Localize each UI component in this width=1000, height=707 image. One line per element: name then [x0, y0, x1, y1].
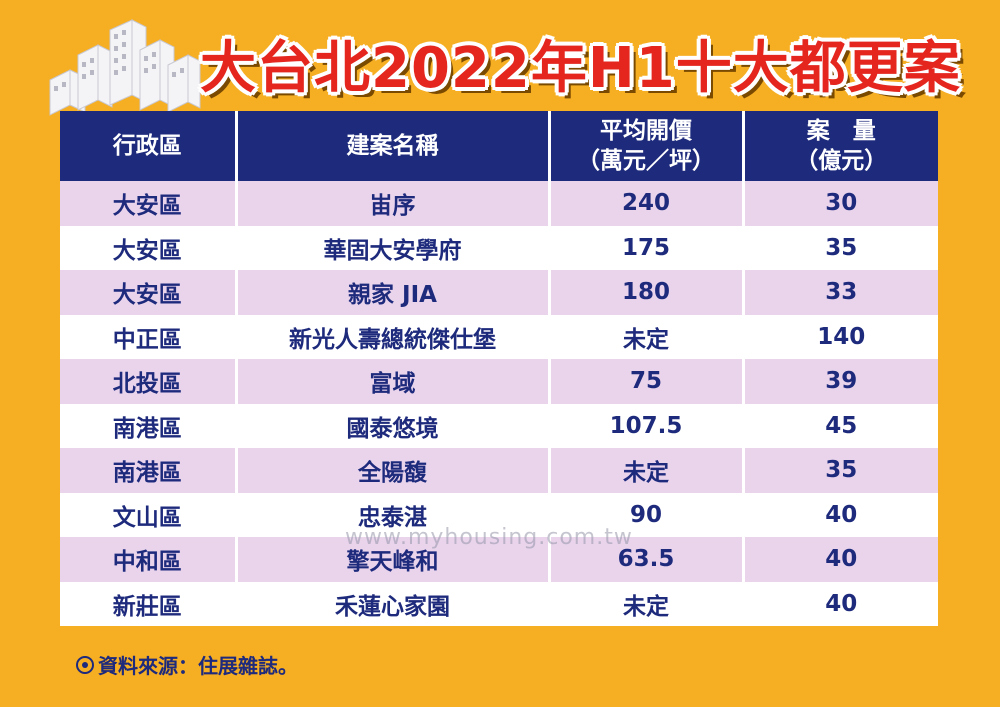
- cell-price: 未定: [549, 314, 745, 359]
- cell-volume: 35: [743, 448, 938, 493]
- cell-volume: 30: [743, 181, 938, 226]
- cell-district: 大安區: [60, 270, 238, 315]
- cell-district: 中和區: [60, 537, 238, 582]
- cell-district: 北投區: [60, 359, 238, 404]
- cell-project: 新光人壽總統傑仕堡: [236, 314, 551, 359]
- table-row: 文山區 忠泰湛 90 40: [60, 492, 938, 537]
- table-row: 新莊區 禾蓮心家園 未定 40: [60, 581, 938, 626]
- cell-project: 華固大安學府: [236, 225, 551, 270]
- cell-district: 大安區: [60, 181, 238, 226]
- page-title: 大台北2022年H1十大都更案: [200, 35, 961, 101]
- table-row: 中和區 擎天峰和 63.5 40: [60, 537, 938, 582]
- table-row: 南港區 國泰悠境 107.5 45: [60, 403, 938, 448]
- cell-price: 75: [549, 359, 745, 404]
- cell-district: 文山區: [60, 492, 238, 537]
- cell-project: 峀序: [236, 181, 551, 226]
- cell-volume: 40: [743, 492, 938, 537]
- bullet-icon: [76, 655, 94, 674]
- header-avg-price: 平均開價 （萬元／坪）: [549, 111, 745, 181]
- city-buildings-illustration: [49, 19, 201, 116]
- redevelopment-table: 行政區 建案名稱 平均開價 （萬元／坪） 案 量（億元） 大安區 峀序 240 3…: [60, 111, 938, 626]
- cell-project: 擎天峰和: [236, 537, 551, 582]
- cell-district: 中正區: [60, 314, 238, 359]
- header-volume: 案 量（億元）: [743, 111, 938, 181]
- cell-volume: 140: [743, 314, 938, 359]
- cell-price: 175: [549, 225, 745, 270]
- watermark: www.myhousing.com.tw: [345, 525, 633, 550]
- cell-project: 全陽馥: [236, 448, 551, 493]
- cell-price: 180: [549, 270, 745, 315]
- cell-volume: 40: [743, 581, 938, 626]
- cell-project: 國泰悠境: [236, 403, 551, 448]
- source-text: 資料來源：住展雜誌。: [98, 654, 298, 678]
- cell-price: 90: [549, 492, 745, 537]
- cell-district: 大安區: [60, 225, 238, 270]
- cell-district: 新莊區: [60, 581, 238, 626]
- cell-price: 107.5: [549, 403, 745, 448]
- header-district: 行政區: [60, 111, 238, 181]
- cell-volume: 33: [743, 270, 938, 315]
- cell-project: 富域: [236, 359, 551, 404]
- table-row: 南港區 全陽馥 未定 35: [60, 448, 938, 493]
- table-row: 大安區 華固大安學府 175 35: [60, 225, 938, 270]
- table-row: 北投區 富域 75 39: [60, 359, 938, 404]
- cell-project: 禾蓮心家園: [236, 581, 551, 626]
- cell-price: 240: [549, 181, 745, 226]
- cell-volume: 40: [743, 537, 938, 582]
- table-header-row: 行政區 建案名稱 平均開價 （萬元／坪） 案 量（億元）: [60, 111, 938, 181]
- cell-project: 忠泰湛: [236, 492, 551, 537]
- cell-volume: 35: [743, 225, 938, 270]
- cell-project: 親家 JIA: [236, 270, 551, 315]
- cell-volume: 45: [743, 403, 938, 448]
- table-row: 大安區 峀序 240 30: [60, 181, 938, 226]
- cell-price: 63.5: [549, 537, 745, 582]
- source-note: 資料來源：住展雜誌。: [76, 650, 298, 679]
- cell-district: 南港區: [60, 448, 238, 493]
- table-row: 大安區 親家 JIA 180 33: [60, 270, 938, 315]
- cell-price: 未定: [549, 448, 745, 493]
- cell-volume: 39: [743, 359, 938, 404]
- cell-district: 南港區: [60, 403, 238, 448]
- header-project-name: 建案名稱: [236, 111, 551, 181]
- cell-price: 未定: [549, 581, 745, 626]
- table-row: 中正區 新光人壽總統傑仕堡 未定 140: [60, 314, 938, 359]
